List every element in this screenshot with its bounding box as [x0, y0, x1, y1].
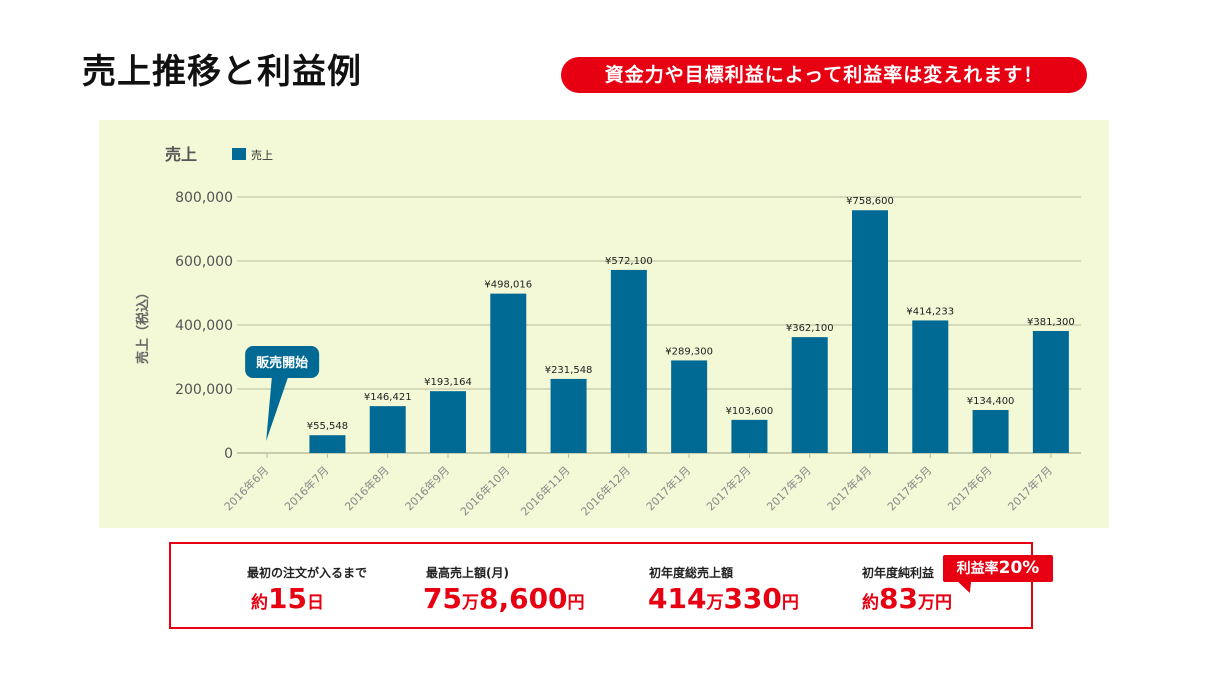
bar-value-label: ¥381,300	[1027, 317, 1075, 328]
stat-main2: 8,600	[478, 582, 568, 615]
stat-unit2: 円	[567, 593, 585, 613]
stat-value: 約15日	[251, 582, 324, 615]
x-tick-label: 2016年6月	[221, 463, 271, 513]
legend-label: 売上	[251, 149, 273, 162]
stat-prefix: 約	[251, 593, 268, 613]
bar	[610, 269, 647, 453]
y-tick-label: 200,000	[175, 382, 233, 398]
bar-value-label: ¥146,421	[364, 392, 412, 403]
y-tick-label: 0	[224, 446, 233, 462]
bar	[852, 210, 888, 453]
stat-unit: 万	[706, 593, 724, 613]
legend-swatch	[232, 148, 246, 160]
stat-main: 15	[268, 582, 307, 615]
bar-value-label: ¥55,548	[307, 421, 348, 432]
bar	[430, 391, 466, 453]
bar	[309, 435, 346, 453]
stat-unit: 万円	[917, 593, 952, 613]
x-tick-label: 2017年7月	[1005, 463, 1055, 513]
bar-value-label: ¥193,164	[424, 377, 472, 388]
stat-prefix: 約	[862, 593, 879, 613]
stat-label: 最高売上額(月)	[426, 566, 509, 580]
stat-main2: 330	[723, 582, 782, 615]
x-tick-label: 2017年3月	[764, 463, 814, 513]
bar	[972, 409, 1009, 453]
annotation-text: 販売開始	[256, 355, 308, 371]
bar-value-label: ¥103,600	[726, 406, 774, 417]
stat-unit2: 円	[781, 593, 799, 613]
bar	[791, 337, 828, 453]
stat-value: 約83万円	[862, 582, 952, 615]
stat-label: 初年度総売上額	[649, 566, 734, 580]
profit-rate-value: 20%	[998, 558, 1040, 578]
stat-value: 414万330円	[648, 582, 799, 615]
bar	[490, 293, 527, 453]
y-tick-label: 800,000	[175, 190, 233, 206]
stat-unit: 日	[306, 593, 324, 613]
x-tick-label: 2016年8月	[342, 463, 392, 513]
bar-value-label: ¥758,600	[846, 196, 894, 207]
bar-value-label: ¥289,300	[665, 346, 713, 357]
bar	[1032, 330, 1069, 453]
summary-box: 最初の注文が入るまで 約15日 最高売上額(月) 75万8,600円 初年度総売…	[169, 542, 1033, 629]
bar	[550, 378, 587, 453]
x-tick-label: 2017年1月	[643, 463, 693, 513]
bar-value-label: ¥498,016	[484, 280, 532, 291]
y-axis-label: 売上（税込）	[135, 286, 151, 364]
bar-value-label: ¥362,100	[786, 323, 834, 334]
annotation-pointer	[266, 374, 290, 441]
x-tick-label: 2016年9月	[402, 463, 452, 513]
profit-rate-badge: 利益率20%	[943, 555, 1053, 582]
stat-value: 75万8,600円	[423, 582, 585, 615]
bar-value-label: ¥414,233	[906, 306, 954, 317]
stat-main: 414	[648, 582, 707, 615]
stat-unit: 万	[461, 593, 479, 613]
profit-rate-label: 利益率	[956, 561, 999, 577]
x-tick-label: 2016年7月	[281, 463, 331, 513]
stat-label: 初年度純利益	[862, 566, 935, 580]
x-tick-label: 2017年2月	[703, 463, 753, 513]
stat-main: 83	[879, 582, 918, 615]
x-tick-label: 2016年11月	[518, 463, 573, 518]
bar	[369, 406, 406, 453]
y-tick-label: 400,000	[175, 318, 233, 334]
annotation-bubble	[245, 346, 320, 378]
sales-chart-panel: 0 200,000 400,000 600,000 800,000 売上（税込） 売上 売上 2…	[99, 120, 1109, 528]
bar-value-label: ¥231,548	[545, 365, 593, 376]
chart-title: 売上	[165, 145, 197, 164]
page-title: 売上推移と利益例	[82, 52, 362, 92]
x-tick-label: 2017年5月	[884, 463, 934, 513]
x-tick-label: 2016年10月	[457, 463, 512, 518]
profit-rate-notice: 資金力や目標利益によって利益率は変えれます！	[561, 57, 1087, 93]
stat-label: 最初の注文が入るまで	[247, 566, 368, 580]
y-tick-label: 600,000	[175, 254, 233, 270]
stat-main: 75	[423, 582, 462, 615]
x-tick-label: 2017年6月	[944, 463, 994, 513]
bar-value-label: ¥134,400	[967, 396, 1015, 407]
bar-value-label: ¥572,100	[605, 256, 653, 267]
bar	[912, 320, 949, 453]
bar	[671, 360, 708, 453]
x-tick-label: 2016年12月	[578, 463, 633, 518]
x-tick-label: 2017年4月	[824, 463, 874, 513]
sales-bar-chart: 0 200,000 400,000 600,000 800,000 売上（税込） 売上 売上 2…	[135, 145, 1081, 518]
bar	[731, 419, 768, 453]
